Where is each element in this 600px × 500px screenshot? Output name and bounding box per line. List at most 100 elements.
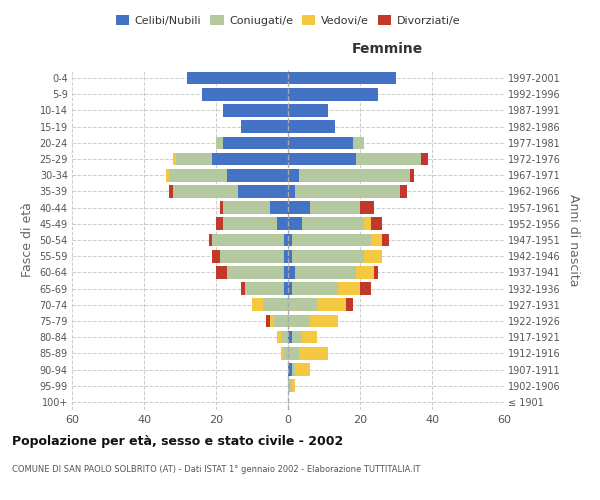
Bar bbox=[288, 169, 299, 181]
Bar bbox=[227, 266, 284, 278]
Bar bbox=[288, 282, 292, 295]
Bar bbox=[288, 120, 335, 133]
Bar bbox=[353, 136, 364, 149]
Text: COMUNE DI SAN PAOLO SOLBRITO (AT) - Dati ISTAT 1° gennaio 2002 - Elaborazione TU: COMUNE DI SAN PAOLO SOLBRITO (AT) - Dati… bbox=[12, 465, 421, 474]
Bar bbox=[288, 380, 292, 392]
Bar bbox=[400, 185, 407, 198]
Bar bbox=[223, 218, 277, 230]
Bar bbox=[176, 152, 212, 166]
Bar bbox=[220, 202, 223, 214]
Bar bbox=[356, 152, 421, 166]
Bar bbox=[288, 250, 292, 262]
Bar bbox=[288, 72, 396, 85]
Bar bbox=[169, 185, 173, 198]
Bar bbox=[288, 152, 356, 166]
Bar bbox=[241, 120, 288, 133]
Bar bbox=[216, 266, 227, 278]
Bar bbox=[288, 298, 317, 311]
Bar bbox=[252, 298, 263, 311]
Bar bbox=[284, 234, 288, 246]
Bar bbox=[295, 363, 310, 376]
Bar bbox=[292, 363, 295, 376]
Bar bbox=[241, 282, 245, 295]
Y-axis label: Anni di nascita: Anni di nascita bbox=[566, 194, 580, 286]
Bar bbox=[223, 136, 288, 149]
Bar bbox=[302, 331, 317, 344]
Bar bbox=[284, 266, 288, 278]
Bar bbox=[356, 266, 374, 278]
Bar bbox=[292, 380, 295, 392]
Y-axis label: Fasce di età: Fasce di età bbox=[21, 202, 34, 278]
Bar bbox=[374, 266, 378, 278]
Bar bbox=[288, 104, 328, 117]
Bar bbox=[302, 218, 364, 230]
Bar bbox=[173, 185, 238, 198]
Bar bbox=[292, 250, 364, 262]
Bar bbox=[288, 331, 292, 344]
Bar bbox=[346, 298, 353, 311]
Bar bbox=[317, 298, 346, 311]
Bar bbox=[310, 202, 360, 214]
Bar bbox=[288, 88, 378, 101]
Bar bbox=[220, 250, 284, 262]
Bar bbox=[292, 282, 338, 295]
Bar bbox=[223, 202, 270, 214]
Bar bbox=[166, 169, 169, 181]
Bar bbox=[284, 347, 288, 360]
Bar bbox=[382, 234, 389, 246]
Bar bbox=[295, 185, 400, 198]
Bar bbox=[216, 136, 223, 149]
Bar bbox=[288, 347, 299, 360]
Bar bbox=[212, 152, 288, 166]
Bar bbox=[212, 250, 220, 262]
Bar bbox=[284, 282, 288, 295]
Bar bbox=[299, 169, 410, 181]
Text: Popolazione per età, sesso e stato civile - 2002: Popolazione per età, sesso e stato civil… bbox=[12, 435, 343, 448]
Bar bbox=[292, 234, 371, 246]
Legend: Celibi/Nubili, Coniugati/e, Vedovi/e, Divorziati/e: Celibi/Nubili, Coniugati/e, Vedovi/e, Di… bbox=[112, 10, 464, 30]
Bar bbox=[212, 234, 284, 246]
Bar bbox=[281, 331, 288, 344]
Bar bbox=[169, 169, 227, 181]
Bar bbox=[288, 185, 295, 198]
Bar bbox=[360, 202, 374, 214]
Bar bbox=[299, 347, 328, 360]
Bar bbox=[360, 282, 371, 295]
Bar bbox=[281, 347, 284, 360]
Bar bbox=[292, 331, 302, 344]
Bar bbox=[371, 218, 382, 230]
Bar bbox=[310, 314, 338, 328]
Bar bbox=[202, 88, 288, 101]
Bar bbox=[288, 234, 292, 246]
Bar bbox=[421, 152, 428, 166]
Bar bbox=[295, 266, 356, 278]
Bar bbox=[288, 202, 310, 214]
Bar bbox=[227, 169, 288, 181]
Text: Femmine: Femmine bbox=[352, 42, 423, 56]
Bar bbox=[371, 234, 382, 246]
Bar bbox=[288, 363, 292, 376]
Bar bbox=[263, 298, 288, 311]
Bar bbox=[288, 136, 353, 149]
Bar bbox=[266, 314, 270, 328]
Bar bbox=[284, 250, 288, 262]
Bar bbox=[216, 218, 223, 230]
Bar bbox=[288, 266, 295, 278]
Bar bbox=[277, 218, 288, 230]
Bar bbox=[209, 234, 212, 246]
Bar bbox=[173, 152, 176, 166]
Bar bbox=[288, 218, 302, 230]
Bar bbox=[364, 218, 371, 230]
Bar bbox=[277, 331, 281, 344]
Bar bbox=[187, 72, 288, 85]
Bar bbox=[270, 314, 274, 328]
Bar bbox=[274, 314, 288, 328]
Bar bbox=[223, 104, 288, 117]
Bar bbox=[245, 282, 284, 295]
Bar bbox=[338, 282, 360, 295]
Bar bbox=[410, 169, 414, 181]
Bar bbox=[364, 250, 382, 262]
Bar bbox=[288, 314, 310, 328]
Bar bbox=[270, 202, 288, 214]
Bar bbox=[238, 185, 288, 198]
